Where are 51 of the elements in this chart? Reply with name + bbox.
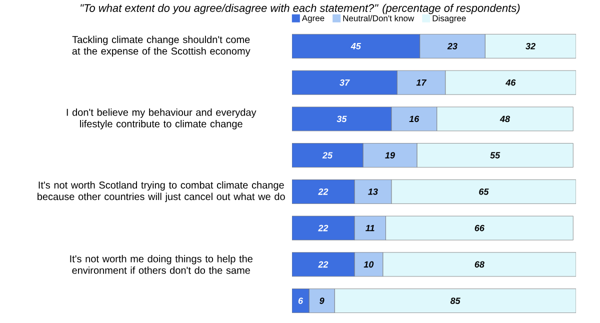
bar [292, 34, 420, 58]
data-label: 6 [298, 298, 304, 304]
data-label: 55 [490, 152, 500, 158]
bar [334, 288, 576, 313]
data-label: 37 [340, 79, 350, 86]
legend-label: Disagree [432, 15, 466, 23]
bar [382, 252, 576, 277]
data-label: 13 [368, 188, 378, 195]
y-tick-label: I don't believe my behaviour and everyday lifestyle contribute to climate change [66, 108, 256, 130]
data-label: 23 [447, 42, 458, 50]
data-label: 22 [318, 261, 328, 268]
data-label: 85 [450, 298, 460, 304]
data-label: 11 [366, 224, 374, 232]
y-tick-label: It's not worth me doing things to help the environment if others don't do the same [70, 255, 252, 274]
data-label: 22 [318, 224, 328, 232]
data-label: 16 [409, 116, 420, 122]
data-label: 68 [474, 261, 484, 268]
data-label: 32 [526, 42, 536, 50]
bar [354, 179, 392, 204]
data-label: 10 [364, 261, 374, 268]
data-label: 35 [336, 116, 347, 122]
legend-label: Agree [302, 15, 324, 23]
bar [484, 34, 576, 58]
y-tick-label: It's not worth Scotland trying to combat climate change because other countries will just cancel out what we do [38, 181, 285, 202]
bar [391, 179, 576, 204]
data-label: 46 [506, 79, 516, 86]
data-label: 25 [322, 152, 333, 158]
legend-label: Neutral/Don't know [343, 15, 414, 22]
data-label: 22 [318, 188, 328, 195]
bar [386, 216, 574, 240]
chart-title: "To what extent do you agree/disagree with each statement?" (percentage of respondents) [80, 4, 520, 14]
bar [292, 252, 355, 277]
bar [292, 216, 355, 240]
bar [292, 106, 392, 132]
bar [362, 143, 418, 168]
data-label: 19 [385, 152, 395, 158]
data-label: 45 [350, 43, 362, 50]
bar [292, 70, 398, 95]
bar [416, 143, 574, 168]
data-label: 17 [416, 79, 427, 86]
data-label: 48 [500, 116, 510, 122]
bar [292, 143, 364, 168]
bar [354, 252, 384, 277]
bar [292, 179, 355, 204]
bar [445, 70, 576, 95]
data-label: 65 [479, 188, 489, 195]
data-label: 66 [474, 224, 484, 232]
y-tick-label: Tackling climate change shouldn't come at the expense of the Scottish economy [72, 36, 250, 57]
data-label: 9 [320, 298, 324, 304]
bar [354, 216, 386, 240]
bar [436, 106, 574, 132]
